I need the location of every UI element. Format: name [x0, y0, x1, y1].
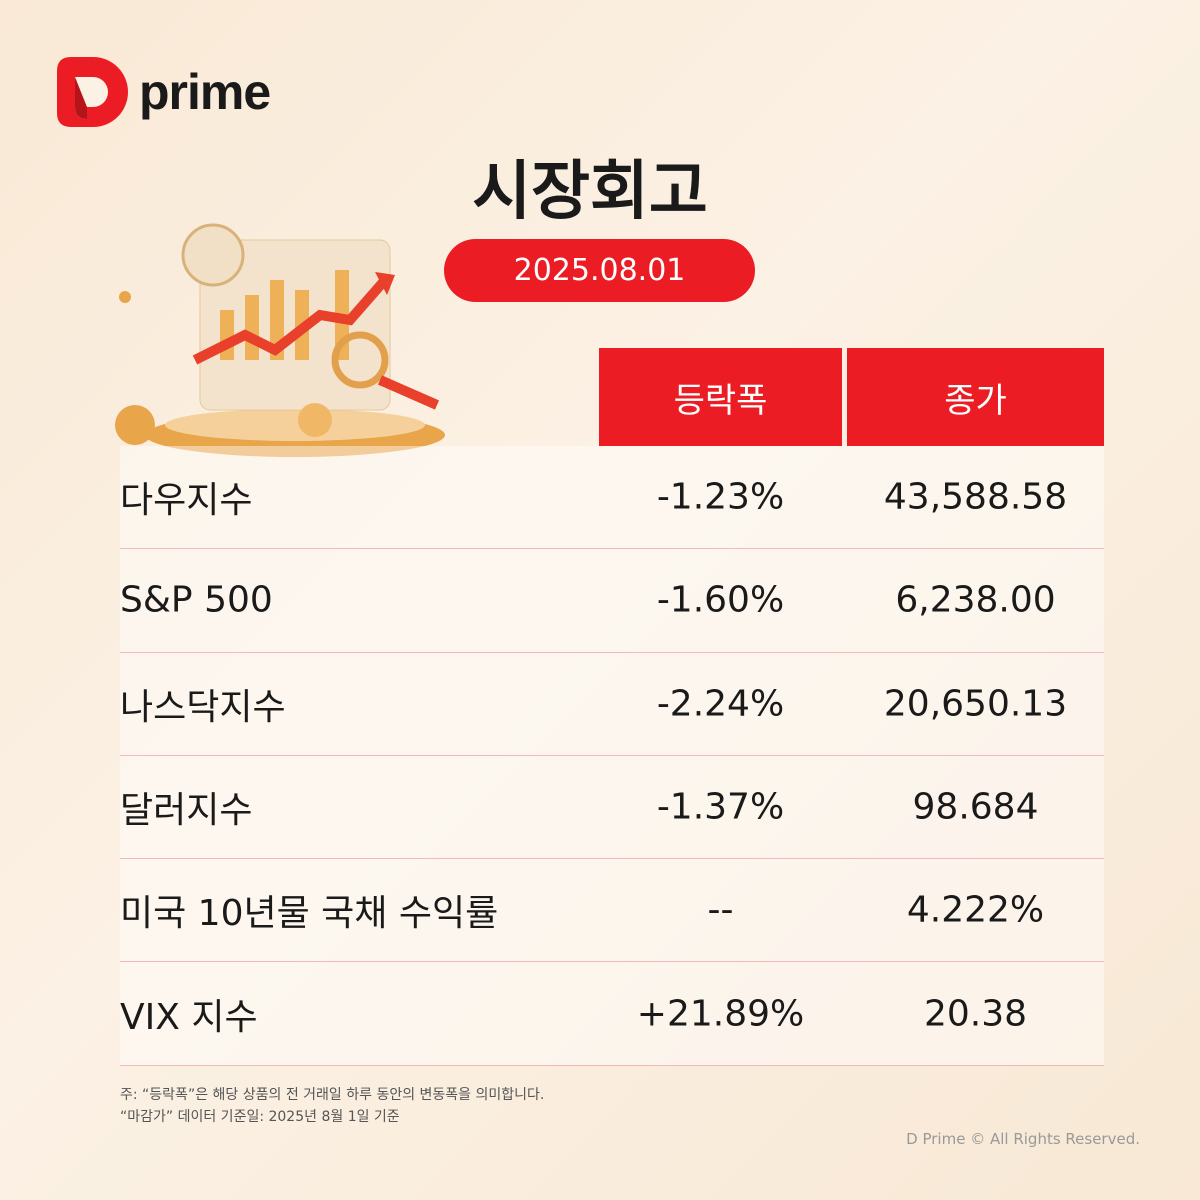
change-value: -2.24% — [656, 683, 785, 725]
change-value: -1.60% — [656, 579, 785, 621]
index-name: VIX 지수 — [120, 996, 258, 1038]
table-row: 나스닥지수 -2.24% 20,650.13 — [120, 653, 1104, 756]
index-name: 미국 10년물 국채 수익률 — [120, 893, 499, 935]
market-table: 다우지수 -1.23% 43,588.58 S&P 500 -1.60% 6,238.0… — [120, 446, 1104, 1066]
change-value: -1.23% — [656, 476, 785, 518]
table-row: S&P 500 -1.60% 6,238.00 — [120, 549, 1104, 653]
change-value: +21.89% — [636, 993, 805, 1035]
index-name: 나스닥지수 — [120, 686, 286, 728]
copyright: D Prime © All Rights Reserved. — [906, 1130, 1140, 1148]
table-row: 미국 10년물 국채 수익률 -- 4.222% — [120, 859, 1104, 963]
close-value: 6,238.00 — [895, 579, 1056, 621]
brand-name: prime — [139, 64, 271, 120]
page-title: 시장회고 — [472, 155, 708, 229]
index-name: S&P 500 — [120, 579, 273, 621]
footnote: 주: “등락폭”은 해당 상품의 전 거래일 하루 동안의 변동폭을 의미합니다… — [120, 1084, 544, 1128]
header-close: 종가 — [847, 348, 1104, 446]
close-value: 20,650.13 — [883, 683, 1068, 725]
header-change: 등락폭 — [599, 348, 842, 446]
change-value: -1.37% — [656, 786, 785, 828]
close-value: 4.222% — [906, 889, 1045, 931]
brand-logo: prime — [57, 57, 271, 127]
chart-illustration-icon — [115, 223, 445, 457]
index-name: 달러지수 — [120, 790, 253, 832]
index-name: 다우지수 — [120, 480, 253, 522]
table-row: 다우지수 -1.23% 43,588.58 — [120, 446, 1104, 550]
table-row: 달러지수 -1.37% 98.684 — [120, 756, 1104, 860]
footnote-line: “마감가” 데이터 기준일: 2025년 8월 1일 기준 — [120, 1109, 400, 1125]
date-badge: 2025.08.01 — [444, 239, 755, 302]
close-value: 20.38 — [923, 993, 1028, 1035]
d-logo-icon — [57, 57, 128, 127]
close-value: 43,588.58 — [883, 476, 1068, 518]
change-value: -- — [707, 889, 734, 931]
footnote-line: 주: “등락폭”은 해당 상품의 전 거래일 하루 동안의 변동폭을 의미합니다… — [120, 1087, 545, 1103]
close-value: 98.684 — [912, 786, 1039, 828]
table-row: VIX 지수 +21.89% 20.38 — [120, 962, 1104, 1066]
